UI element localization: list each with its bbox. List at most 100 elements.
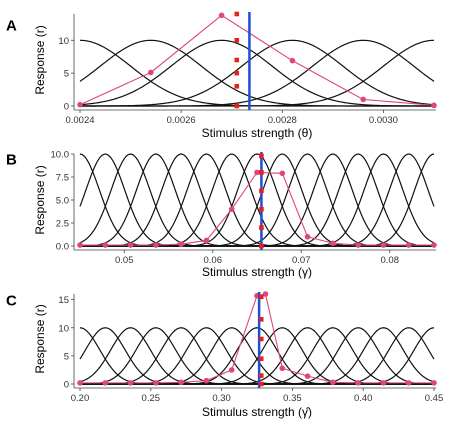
population-response-point <box>360 96 367 103</box>
y-tick-label: 10 <box>58 323 69 334</box>
x-tick-label: 0.20 <box>71 393 90 404</box>
y-axis-label: Response (r) <box>33 25 47 94</box>
y-tick-label: 0.0 <box>56 242 69 253</box>
x-tick-label: 0.06 <box>204 255 223 266</box>
x-axis-label: Stimulus strength (γ̂) <box>202 405 312 419</box>
y-tick-label: 5 <box>64 69 69 80</box>
red-marker <box>258 317 264 322</box>
x-tick-label: 0.40 <box>354 393 373 404</box>
red-marker <box>258 381 264 387</box>
population-response-point <box>102 242 109 248</box>
red-marker <box>258 356 264 361</box>
population-response-point <box>178 241 184 247</box>
population-response-point <box>203 237 210 244</box>
population-response-point <box>279 365 286 372</box>
x-tick-label: 0.05 <box>115 255 134 266</box>
x-tick-label: 0.07 <box>292 255 311 266</box>
x-tick-label: 0.0030 <box>369 115 398 126</box>
population-response-point <box>431 242 437 248</box>
plot-area <box>79 14 435 107</box>
tuning-curve <box>79 39 434 107</box>
population-response-point <box>304 234 311 240</box>
tuning-curve <box>80 39 435 107</box>
population-response-point <box>279 170 286 177</box>
population-response-point <box>431 380 437 386</box>
red-marker <box>234 70 240 76</box>
population-response-point <box>127 242 134 248</box>
population-response-line <box>80 293 434 384</box>
tuning-curve <box>80 39 435 107</box>
population-response-point <box>405 380 412 386</box>
x-tick-label: 0.0024 <box>65 115 94 126</box>
population-response-point <box>405 242 412 248</box>
population-response-point <box>289 57 296 64</box>
x-tick-label: 0.45 <box>425 393 444 404</box>
population-response-point <box>330 240 336 247</box>
red-marker <box>234 11 240 17</box>
y-tick-label: 15 <box>58 295 69 306</box>
population-response-point <box>431 102 437 109</box>
population-response-point <box>203 377 210 384</box>
panel-letter: C <box>6 292 17 309</box>
population-response-line <box>79 14 435 106</box>
x-tick-label: 0.30 <box>212 393 231 404</box>
population-response-point <box>330 379 336 386</box>
y-tick-label: 10 <box>58 36 69 47</box>
x-tick-label: 0.08 <box>381 255 400 266</box>
population-response-point <box>102 380 109 386</box>
x-tick-label: 0.0028 <box>268 115 297 126</box>
plot-area <box>79 153 435 247</box>
red-marker <box>259 206 264 212</box>
population-response-point <box>127 380 134 386</box>
x-tick-label: 0.25 <box>142 393 161 404</box>
population-response-point <box>380 242 387 248</box>
population-response-point <box>228 367 235 373</box>
y-tick-label: 5 <box>64 351 69 362</box>
panel-letter: A <box>6 17 17 34</box>
tuning-curve <box>79 39 434 107</box>
population-response-point <box>178 379 184 386</box>
population-response-point <box>262 291 269 297</box>
y-tick-label: 0 <box>64 102 69 113</box>
y-tick-label: 0 <box>64 380 69 391</box>
red-marker <box>234 83 240 89</box>
population-response-point <box>380 380 387 386</box>
y-tick-label: 7.5 <box>56 173 69 184</box>
population-response-point <box>77 101 83 108</box>
red-marker <box>259 170 264 175</box>
population-response-point <box>77 380 83 386</box>
red-marker <box>258 294 264 300</box>
red-marker <box>234 103 240 109</box>
red-marker <box>258 336 264 342</box>
panel-c: C 0 5 10 15 0.20 0.25 0.30 0.35 0.40 0.45 Response … <box>6 291 443 419</box>
population-response-point <box>77 242 83 248</box>
plot-area <box>79 293 435 385</box>
panel-b: B 0.0 2.5 5.0 7.5 10.0 0.05 0.06 0.07 0.08 Respons… <box>6 150 437 279</box>
red-marker <box>259 225 264 230</box>
panel-letter: B <box>6 151 17 168</box>
y-tick-label: 2.5 <box>56 219 69 230</box>
population-response-point <box>153 242 159 248</box>
red-marker <box>234 57 240 63</box>
population-response-point <box>254 169 260 176</box>
population-response-point <box>355 242 361 248</box>
population-response-point <box>218 12 225 19</box>
panel-a: A 0 5 10 0.0024 0.0026 0.0028 0.0030 Response (r… <box>6 11 437 140</box>
tuning-curve <box>80 39 435 107</box>
y-axis-label: Response (r) <box>33 165 47 234</box>
population-response-point <box>355 380 361 386</box>
red-marker <box>234 37 240 43</box>
red-marker <box>259 153 264 159</box>
x-axis-label: Stimulus strength (θ) <box>202 126 313 140</box>
population-response-point <box>153 380 159 386</box>
y-tick-label: 5.0 <box>56 196 69 207</box>
population-response-point <box>148 69 154 76</box>
red-marker <box>258 373 264 378</box>
population-response-point <box>228 206 235 212</box>
y-axis-label: Response (r) <box>33 304 47 373</box>
red-marker <box>259 188 264 194</box>
x-tick-label: 0.0026 <box>167 115 196 126</box>
population-response-point <box>304 373 311 379</box>
population-response-line <box>80 171 434 246</box>
